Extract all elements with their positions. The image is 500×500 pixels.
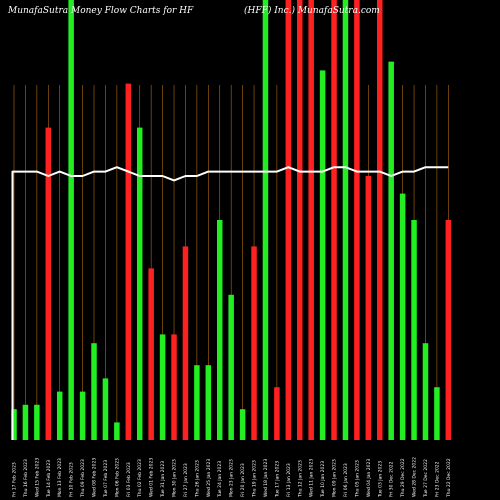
bar <box>297 0 303 440</box>
bar <box>342 0 349 440</box>
x-tick-label: Wed 25 Jan 2023 <box>206 459 212 497</box>
x-tick-label: Fri 13 Jan 2023 <box>286 463 292 497</box>
x-tick-label: Tue 31 Jan 2023 <box>160 461 166 498</box>
bar <box>22 404 29 440</box>
x-tick-label: Thu 02 Feb 2023 <box>137 459 143 498</box>
x-tick-label: Tue 10 Jan 2023 <box>320 461 326 498</box>
x-tick-label: Fri 27 Jan 2023 <box>183 463 189 497</box>
bar <box>68 0 74 440</box>
bar <box>308 0 314 440</box>
x-tick-label: Wed 18 Jan 2023 <box>263 459 269 497</box>
x-tick-label: Mon 23 Jan 2023 <box>229 459 235 497</box>
bar <box>319 70 326 441</box>
bar <box>159 334 166 440</box>
bar <box>434 387 440 440</box>
money-flow-line <box>11 166 449 440</box>
bar <box>377 0 383 440</box>
bar <box>114 422 120 440</box>
chart-title: MunafaSutra Money Flow Charts for HF <box>7 6 194 16</box>
x-tick-label: Tue 03 Jan 2023 <box>377 461 383 498</box>
x-tick-label: Wed 15 Feb 2023 <box>34 458 40 497</box>
x-tick-label: Wed 11 Jan 2023 <box>309 459 315 497</box>
x-tick-label: Thu 09 Feb 2023 <box>80 459 86 498</box>
x-tick-label: Thu 26 Jan 2023 <box>194 460 200 498</box>
x-tick-label: Thu 12 Jan 2023 <box>297 460 303 498</box>
x-tick-label: Tue 27 Dec 2022 <box>423 459 429 498</box>
x-tick-label: Fri 30 Dec 2022 <box>389 461 395 497</box>
money-flow-line-group <box>11 166 449 440</box>
bar <box>34 404 40 440</box>
bar <box>148 268 154 440</box>
bar <box>388 61 394 440</box>
bar <box>399 193 406 440</box>
bar <box>445 220 452 440</box>
bar <box>354 0 360 440</box>
bar <box>411 220 417 440</box>
x-tick-label: Thu 16 Feb 2023 <box>23 459 29 498</box>
x-tick-label: Tue 24 Jan 2023 <box>217 461 223 498</box>
x-tick-label: Fri 23 Dec 2022 <box>434 461 440 497</box>
bar <box>136 127 143 440</box>
x-tick-label: Wed 04 Jan 2023 <box>366 459 372 497</box>
x-tick-labels: Fri 17 Feb 2023 Thu 16 Feb 2023 Wed 15 Feb… <box>12 457 452 498</box>
bar <box>365 176 372 440</box>
x-tick-label: Tue 07 Feb 2023 <box>103 460 109 498</box>
x-tick-label: Fri 06 Jan 2023 <box>343 463 349 497</box>
x-tick-label: Fri 20 Jan 2023 <box>240 463 246 497</box>
x-tick-label: Mon 06 Feb 2023 <box>114 458 120 497</box>
bar <box>91 343 97 440</box>
bar <box>262 0 269 440</box>
bar <box>274 387 280 440</box>
x-tick-label: Mon 30 Jan 2023 <box>172 459 178 497</box>
bar <box>45 127 52 440</box>
bar <box>228 294 234 440</box>
x-tick-label: Tue 17 Jan 2023 <box>274 461 280 498</box>
bar <box>422 343 429 440</box>
x-tick-label: Thu 22 Dec 2022 <box>446 458 452 498</box>
bar <box>251 246 257 440</box>
x-tick-label: Fri 17 Feb 2023 <box>12 462 18 497</box>
bar <box>171 334 177 440</box>
x-tick-label: Mon 09 Jan 2023 <box>332 459 338 497</box>
bar <box>79 391 86 440</box>
x-tick-label: Wed 08 Feb 2023 <box>92 458 98 497</box>
x-tick-label: Fri 03 Feb 2023 <box>126 462 132 497</box>
bar <box>102 378 109 440</box>
bar <box>182 246 189 440</box>
x-tick-label: Fri 10 Feb 2023 <box>69 462 75 497</box>
x-tick-label: Wed 01 Feb 2023 <box>149 458 155 497</box>
x-tick-label: Tue 14 Feb 2023 <box>46 460 52 498</box>
x-tick-label: Thu 19 Jan 2023 <box>252 460 258 498</box>
bar <box>239 409 246 440</box>
x-tick-label: Mon 13 Feb 2023 <box>57 458 63 497</box>
bar <box>331 0 337 440</box>
x-tick-label: Thu 05 Jan 2023 <box>354 460 360 498</box>
bar <box>11 409 17 440</box>
bar <box>285 0 292 440</box>
bar <box>194 365 200 440</box>
bar <box>56 391 63 440</box>
bar <box>205 365 212 440</box>
bars <box>11 0 452 441</box>
x-tick-label: Thu 29 Dec 2022 <box>400 458 406 498</box>
chart-source: (HFF) Inc.) MunafaSutra.com <box>244 5 380 16</box>
bar <box>216 220 223 440</box>
bar <box>125 83 132 440</box>
x-tick-label: Wed 28 Dec 2022 <box>412 457 418 497</box>
